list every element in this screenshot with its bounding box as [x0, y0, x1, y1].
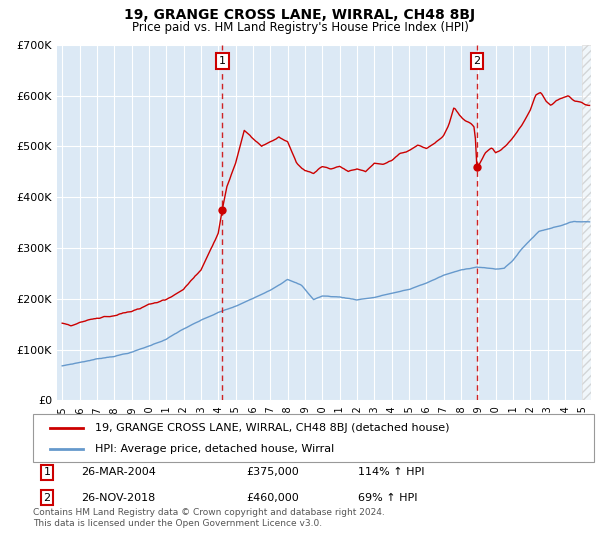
Text: 2: 2 [473, 56, 481, 66]
Text: Contains HM Land Registry data © Crown copyright and database right 2024.
This d: Contains HM Land Registry data © Crown c… [33, 508, 385, 528]
Text: 26-NOV-2018: 26-NOV-2018 [80, 493, 155, 503]
Text: 26-MAR-2004: 26-MAR-2004 [80, 468, 155, 477]
Text: 69% ↑ HPI: 69% ↑ HPI [358, 493, 418, 503]
Text: 1: 1 [44, 468, 50, 477]
Text: Price paid vs. HM Land Registry's House Price Index (HPI): Price paid vs. HM Land Registry's House … [131, 21, 469, 34]
Text: £375,000: £375,000 [246, 468, 299, 477]
Text: 2: 2 [43, 493, 50, 503]
Text: 1: 1 [219, 56, 226, 66]
Text: £460,000: £460,000 [246, 493, 299, 503]
Text: HPI: Average price, detached house, Wirral: HPI: Average price, detached house, Wirr… [95, 444, 334, 454]
Text: 19, GRANGE CROSS LANE, WIRRAL, CH48 8BJ (detached house): 19, GRANGE CROSS LANE, WIRRAL, CH48 8BJ … [95, 423, 449, 433]
Text: 19, GRANGE CROSS LANE, WIRRAL, CH48 8BJ: 19, GRANGE CROSS LANE, WIRRAL, CH48 8BJ [124, 8, 476, 22]
Text: 114% ↑ HPI: 114% ↑ HPI [358, 468, 425, 477]
